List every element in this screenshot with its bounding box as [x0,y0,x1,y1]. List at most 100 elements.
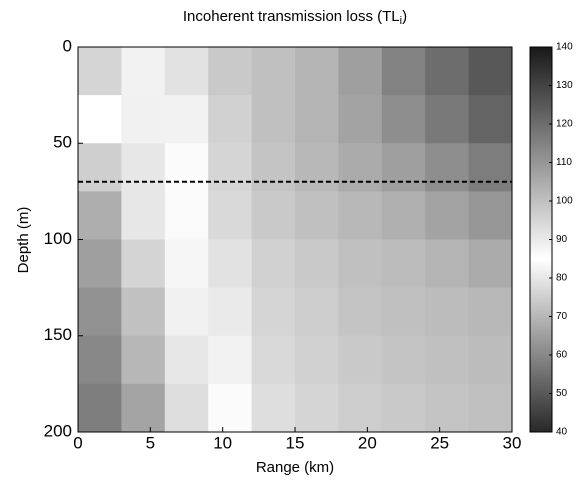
title-subscript: i [400,15,402,27]
heatmap-cell [338,383,383,433]
y-axis-label: Depth (m) [15,207,32,274]
heatmap-cell [425,287,470,337]
heatmap-cell [251,287,296,337]
heatmap-cell [251,383,296,433]
title-suffix: ) [402,8,407,25]
heatmap-cell [468,191,513,240]
heatmap-cell [338,239,383,289]
heatmap-cell [78,143,122,192]
colorbar-tick-label: 50 [556,388,568,399]
x-tick-label: 10 [213,433,232,452]
heatmap-cell [78,383,122,433]
colorbar-tick-label: 100 [556,196,573,207]
heatmap-cell [295,47,339,96]
heatmap-cell [121,95,166,144]
heatmap-cell [381,95,426,144]
heatmap-cell [208,191,253,240]
heatmap-cell [208,287,253,337]
heatmap-cell [295,239,339,289]
heatmap-cell [251,335,296,385]
heatmap-cell [121,47,166,96]
heatmap-cell [208,143,253,192]
heatmap-cell [425,95,470,144]
x-tick-label: 15 [286,433,305,452]
heatmap-cell [468,239,513,289]
colorbar-tick-label: 70 [556,311,568,322]
heatmap-cell [78,95,122,144]
heatmap-cell [425,383,470,433]
heatmap-cell [164,191,209,240]
heatmap-cell [164,287,209,337]
heatmap-cell [295,287,339,337]
heatmap-cell [295,335,339,385]
heatmap-cell [208,383,253,433]
y-tick-label: 50 [53,133,72,152]
heatmap-cell [338,143,383,192]
heatmap-cell [381,191,426,240]
chart-title: Incoherent transmission loss (TLi) [183,8,407,27]
heatmap-cell [164,95,209,144]
x-tick-label: 25 [430,433,449,452]
colorbar-tick-label: 40 [556,427,568,438]
heatmap-cell [251,95,296,144]
colorbar-tick-label: 110 [556,157,572,168]
colorbar-tick-label: 90 [556,234,568,245]
heatmap-cell [78,47,122,96]
heatmap-cell [121,239,166,289]
title-text: Incoherent transmission loss (TL [183,8,400,25]
x-tick-label: 5 [146,433,155,452]
heatmap-cell [468,335,513,385]
heatmap-cell [338,47,383,96]
heatmap-cell [425,239,470,289]
colorbar-tick-label: 130 [556,80,573,91]
heatmap-cell [381,383,426,433]
heatmap-cell [121,287,166,337]
heatmap-cell [121,383,166,433]
heatmap-cell [468,143,513,192]
x-tick-label: 30 [503,433,522,452]
heatmap-cell [338,287,383,337]
heatmap-cell [164,143,209,192]
colorbar-tick-label: 80 [556,273,568,284]
heatmap-cell [468,383,513,433]
heatmap-cell [468,47,513,96]
y-tick-label: 100 [44,229,72,248]
heatmap-cell [78,335,122,385]
y-tick-label: 0 [63,36,72,55]
colorbar-tick-label: 120 [556,119,573,130]
heatmap-cell [295,95,339,144]
heatmap-cell [251,239,296,289]
heatmap-cell [121,335,166,385]
heatmap-cell [78,239,122,289]
x-tick-label: 20 [358,433,377,452]
heatmap-cell [295,383,339,433]
heatmap-cell [468,95,513,144]
heatmap-cell [164,47,209,96]
heatmap-cell [208,239,253,289]
x-tick-label: 0 [73,433,82,452]
heatmap [78,47,513,433]
heatmap-cell [208,47,253,96]
heatmap-cell [468,287,513,337]
heatmap-cell [381,143,426,192]
heatmap-cell [78,287,122,337]
heatmap-cell [338,95,383,144]
heatmap-cell [381,47,426,96]
heatmap-cell [295,191,339,240]
heatmap-cell [208,335,253,385]
y-tick-label: 150 [44,325,72,344]
heatmap-cell [121,191,166,240]
heatmap-cell [251,143,296,192]
heatmap-cell [251,47,296,96]
colorbar-tick-label: 60 [556,350,568,361]
heatmap-cell [338,335,383,385]
heatmap-cell [251,191,296,240]
x-axis-label: Range (km) [256,459,334,476]
heatmap-cell [381,287,426,337]
colorbar-tick-label: 140 [556,42,573,53]
heatmap-cell [164,383,209,433]
heatmap-cell [121,143,166,192]
y-tick-label: 200 [44,421,72,440]
heatmap-cell [381,335,426,385]
